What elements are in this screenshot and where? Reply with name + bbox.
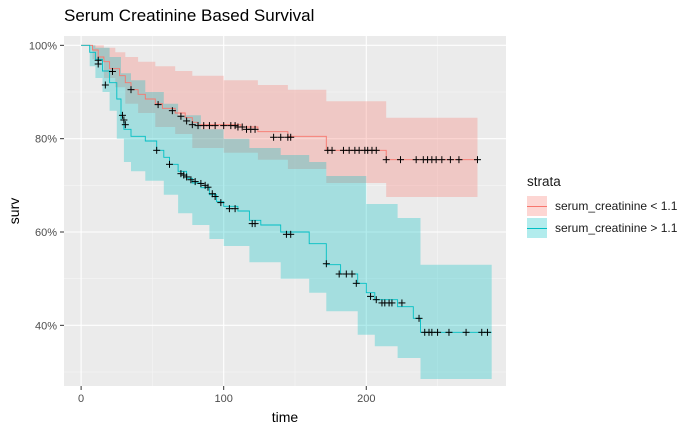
censor-mark	[191, 178, 199, 186]
censor-mark	[328, 146, 336, 154]
y-tick-label: 80%	[35, 134, 57, 146]
censor-mark	[251, 220, 259, 228]
survival-curve-0	[81, 44, 478, 161]
censor-mark	[287, 230, 295, 238]
x-axis-label: time	[272, 409, 299, 425]
censor-mark	[445, 328, 453, 336]
censor-mark	[211, 122, 219, 130]
censor-mark	[231, 122, 239, 130]
censor-mark	[251, 125, 259, 133]
censor-mark	[118, 111, 126, 119]
censor-mark	[197, 179, 205, 187]
censor-mark	[396, 156, 404, 164]
censor-mark	[277, 133, 285, 141]
censor-mark	[153, 146, 161, 154]
censor-mark	[204, 183, 212, 191]
censor-mark	[101, 81, 109, 89]
chart-title: Serum Creatinine Based Survival	[64, 6, 315, 25]
legend-item-high: serum_creatinine > 1.1	[527, 217, 677, 239]
censor-mark	[455, 156, 463, 164]
censor-mark	[270, 133, 278, 141]
censor-mark	[94, 60, 102, 68]
censor-mark	[183, 117, 191, 125]
censor-mark	[412, 156, 420, 164]
censor-mark	[322, 260, 330, 268]
censor-mark	[108, 67, 116, 75]
y-tick-label: 40%	[35, 320, 57, 332]
x-tick-label: 100	[215, 393, 233, 405]
confidence-ribbons	[81, 45, 492, 380]
censor-mark	[177, 112, 185, 120]
censor-mark	[398, 299, 406, 307]
censor-mark	[438, 156, 446, 164]
censor-mark	[483, 328, 491, 336]
censor-mark	[348, 270, 356, 278]
confidence-band-1	[81, 45, 492, 380]
censor-mark	[335, 270, 343, 278]
censor-mark	[434, 328, 442, 336]
legend-key-low	[527, 196, 547, 216]
legend-label-low: serum_creatinine < 1.1	[555, 199, 678, 213]
axes: 0 100 200 40% 60% 80% 100% time surv	[6, 40, 375, 425]
censor-mark	[217, 199, 225, 207]
legend-item-low: serum_creatinine < 1.1	[527, 195, 677, 217]
censor-mark	[168, 107, 176, 115]
censor-mark	[372, 296, 380, 304]
confidence-band-0	[81, 45, 478, 197]
censor-mark	[287, 133, 295, 141]
censor-mark	[382, 156, 390, 164]
x-tick-label: 200	[357, 393, 375, 405]
major-grid	[64, 36, 506, 386]
censor-mark	[188, 121, 196, 129]
censor-mark	[120, 116, 128, 124]
censor-mark	[238, 123, 246, 131]
censor-mark	[220, 122, 228, 130]
censor-mark	[372, 146, 380, 154]
legend-title: strata	[527, 174, 561, 189]
censor-mark	[231, 205, 239, 213]
legend: strata serum_creatinine < 1.1 serum_crea…	[527, 174, 677, 239]
y-axis-label: surv	[6, 198, 22, 224]
censor-mark	[211, 193, 219, 201]
censor-mark	[388, 299, 396, 307]
legend-key-high	[527, 218, 547, 238]
censor-mark	[367, 292, 375, 300]
censor-mark	[154, 101, 162, 109]
censor-mark	[166, 160, 174, 168]
censor-mark	[183, 173, 191, 181]
censor-mark	[415, 314, 423, 322]
x-tick-label: 0	[78, 393, 84, 405]
censor-mark	[352, 279, 360, 287]
legend-label-high: serum_creatinine > 1.1	[555, 221, 678, 235]
censor-mark	[473, 156, 481, 164]
censor-marks	[94, 56, 491, 336]
y-tick-label: 60%	[35, 227, 57, 239]
censor-mark	[446, 156, 454, 164]
y-tick-label: 100%	[29, 40, 57, 52]
censor-mark	[177, 170, 185, 178]
censor-mark	[462, 328, 470, 336]
censor-mark	[121, 121, 129, 129]
censor-mark	[127, 86, 135, 94]
censor-mark	[187, 176, 195, 184]
